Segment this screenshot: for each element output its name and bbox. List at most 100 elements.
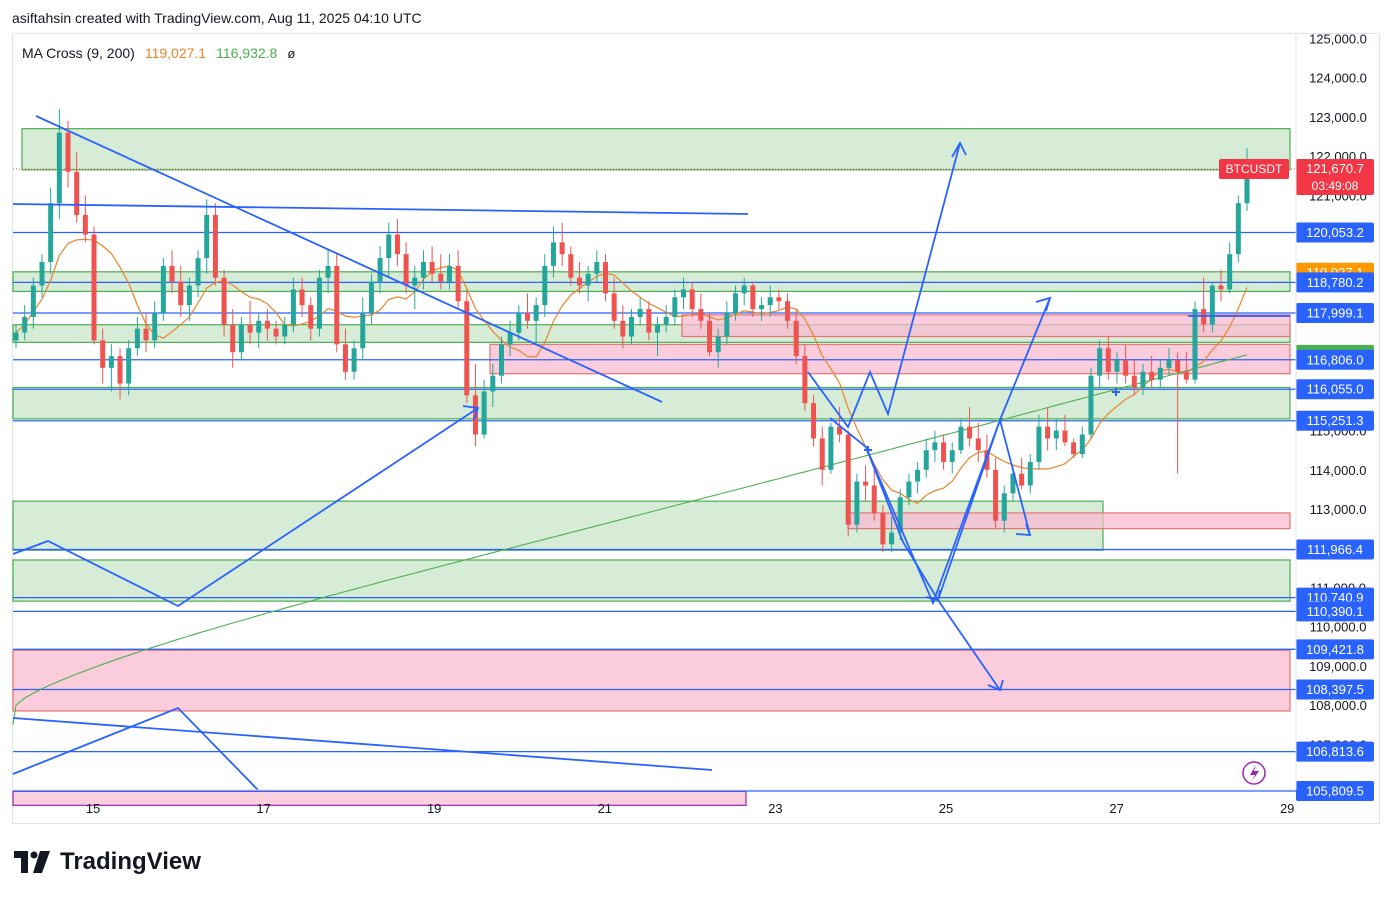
candle-body-11 (108, 356, 114, 368)
candle-28 (256, 312, 262, 349)
candle-body-52 (464, 301, 470, 396)
candle-body-141 (1235, 203, 1241, 255)
price-label-bg (1296, 272, 1374, 293)
candle-body-4 (48, 203, 54, 262)
ma-fast-line (15, 238, 1248, 505)
candle-body-83 (733, 293, 739, 313)
candle-78 (689, 281, 695, 317)
candle-47 (420, 250, 426, 290)
candle-body-66 (585, 273, 591, 286)
candle-body-2 (30, 285, 36, 317)
candle-body-105 (923, 450, 929, 470)
candle-103 (906, 473, 912, 506)
candle-body-39 (351, 348, 357, 372)
candle-114 (1001, 485, 1007, 533)
candle-107 (941, 434, 947, 470)
candle-body-127 (1114, 360, 1120, 372)
drawings-layer (12, 115, 1290, 791)
candle-body-1 (22, 316, 28, 333)
visibility-icon[interactable]: ø (287, 45, 296, 61)
candle-body-79 (698, 309, 704, 321)
candle-body-114 (1001, 493, 1007, 521)
trend-line-0 (35, 115, 663, 403)
candle-48 (429, 246, 435, 282)
candle-body-15 (143, 328, 149, 341)
candle-body-48 (429, 261, 435, 274)
candle-24 (221, 269, 227, 337)
candle-121 (1062, 414, 1068, 447)
candle-14 (134, 316, 140, 357)
candle-body-88 (776, 297, 782, 302)
candle-128 (1123, 344, 1129, 384)
indicator-name: MA Cross (9, 200) (22, 45, 135, 61)
candle-body-38 (342, 344, 348, 372)
candle-body-94 (828, 426, 834, 470)
indicator-legend[interactable]: MA Cross (9, 200) 119,027.1 116,932.8 ø (22, 45, 295, 61)
candle-body-101 (889, 532, 895, 545)
candle-56 (498, 336, 504, 384)
candle-85 (750, 281, 756, 317)
candle-49 (438, 254, 444, 290)
candle-body-58 (516, 312, 522, 333)
zone-resistance-8 (847, 512, 1291, 530)
candle-27 (247, 301, 253, 345)
price-label-text: 115,251.3 (1307, 413, 1364, 428)
price-label-11: 110,390.1 (1296, 601, 1374, 622)
candle-134 (1175, 352, 1181, 474)
candle-133 (1166, 348, 1172, 376)
price-label-text: 106,813.6 (1306, 744, 1364, 759)
candle-body-132 (1157, 367, 1163, 380)
candle-body-96 (845, 434, 851, 525)
candle-68 (602, 254, 608, 302)
candle-body-72 (637, 309, 643, 317)
trend-line-1 (12, 203, 749, 215)
candle-7 (74, 152, 80, 223)
price-label-text: 118,780.2 (1307, 275, 1364, 290)
candle-body-60 (533, 305, 539, 321)
candle-129 (1131, 360, 1137, 396)
candle-body-51 (455, 265, 461, 302)
candle-139 (1218, 269, 1224, 302)
candle-117 (1027, 454, 1033, 494)
candle-body-129 (1131, 375, 1137, 388)
candle-body-63 (559, 242, 565, 255)
cross-marker-0 (864, 446, 872, 454)
candle-body-131 (1149, 371, 1155, 380)
candle-body-13 (126, 348, 132, 384)
candle-80 (707, 312, 713, 357)
candle-body-125 (1097, 348, 1103, 376)
candle-32 (290, 277, 296, 333)
candle-123 (1079, 426, 1085, 459)
candle-body-18 (169, 265, 175, 282)
candle-body-76 (672, 297, 678, 317)
candle-135 (1183, 352, 1189, 384)
price-label-text: 110,740.9 (1307, 590, 1364, 605)
candle-body-97 (854, 481, 860, 525)
candle-90 (793, 309, 799, 364)
candle-33 (299, 277, 305, 317)
candle-60 (533, 297, 539, 345)
candle-140 (1227, 242, 1233, 294)
candle-body-104 (915, 469, 921, 482)
zone-purple (12, 790, 747, 806)
candle-0 (13, 324, 19, 349)
candle-50 (446, 254, 452, 290)
candle-69 (611, 277, 617, 329)
price-label-8: 115,251.3 (1296, 410, 1374, 431)
candle-body-41 (368, 281, 374, 313)
y-tick-label: 123,000.0 (1309, 110, 1367, 125)
price-label-6: 116,806.0 (1296, 349, 1374, 370)
candle-26 (238, 316, 244, 361)
candle-body-50 (446, 265, 452, 282)
candle-body-135 (1183, 371, 1189, 380)
tradingview-logo[interactable]: TradingView (14, 848, 201, 876)
price-label-bg (1296, 539, 1374, 560)
price-label-15: 105,809.5 (1296, 780, 1374, 801)
countdown-value: 03:49:08 (1312, 179, 1359, 193)
candle-77 (681, 277, 687, 310)
candle-body-26 (238, 324, 244, 353)
candle-67 (594, 250, 600, 282)
candle-body-16 (152, 312, 158, 341)
candle-13 (126, 340, 132, 396)
